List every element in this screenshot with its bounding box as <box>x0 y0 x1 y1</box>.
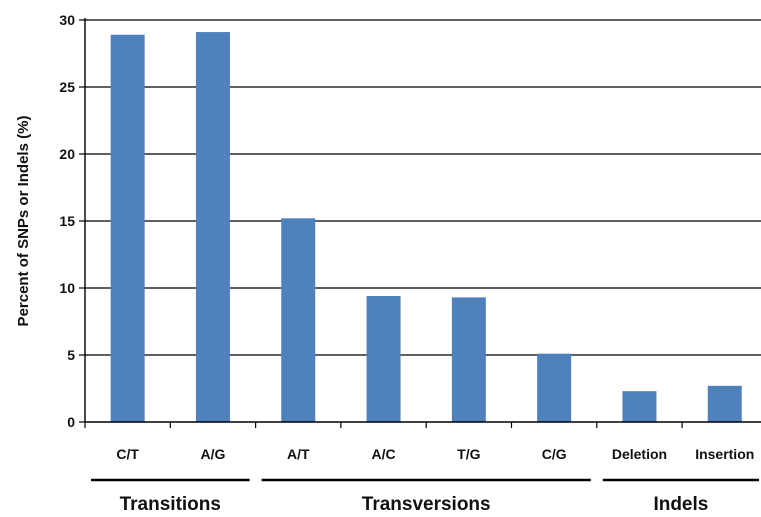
bar-t-g <box>451 297 486 422</box>
y-tick-label: 30 <box>59 12 75 28</box>
x-category-labels: C/T A/G A/T A/C T/G C/G Deletion Insertion <box>116 446 754 462</box>
bar-insertion <box>707 385 742 422</box>
category-groups: Transitions Transversions Indels <box>91 478 759 515</box>
y-tick-label: 0 <box>67 414 75 430</box>
y-tick-label: 5 <box>67 347 75 363</box>
x-tick-label: Insertion <box>695 446 754 462</box>
x-tick-label: C/G <box>542 446 567 462</box>
bars <box>110 32 742 423</box>
group-label-transitions: Transitions <box>120 494 221 515</box>
y-tick-label: 10 <box>59 280 75 296</box>
y-tick-label: 20 <box>59 146 75 162</box>
y-tick-labels: 0 5 10 15 20 25 30 <box>59 12 85 430</box>
y-axis-title: Percent of SNPs or Indels (%) <box>15 116 32 327</box>
x-tick-label: Deletion <box>612 446 667 462</box>
y-tick-label: 25 <box>59 79 75 95</box>
x-tick-label: A/C <box>371 446 395 462</box>
bar-a-t <box>281 218 316 422</box>
bar-c-g <box>537 353 572 422</box>
bar-c-t <box>110 34 145 423</box>
group-label-transversions: Transversions <box>362 494 491 515</box>
bar-a-c <box>366 296 401 422</box>
gridlines <box>85 19 761 356</box>
x-tick-marks <box>84 422 683 428</box>
bar-a-g <box>195 32 230 423</box>
bar-deletion <box>622 391 657 422</box>
x-tick-label: C/T <box>116 446 139 462</box>
y-tick-label: 15 <box>59 213 75 229</box>
x-tick-label: T/G <box>457 446 480 462</box>
x-tick-label: A/T <box>287 446 310 462</box>
x-tick-label: A/G <box>201 446 226 462</box>
group-label-indels: Indels <box>653 494 708 515</box>
